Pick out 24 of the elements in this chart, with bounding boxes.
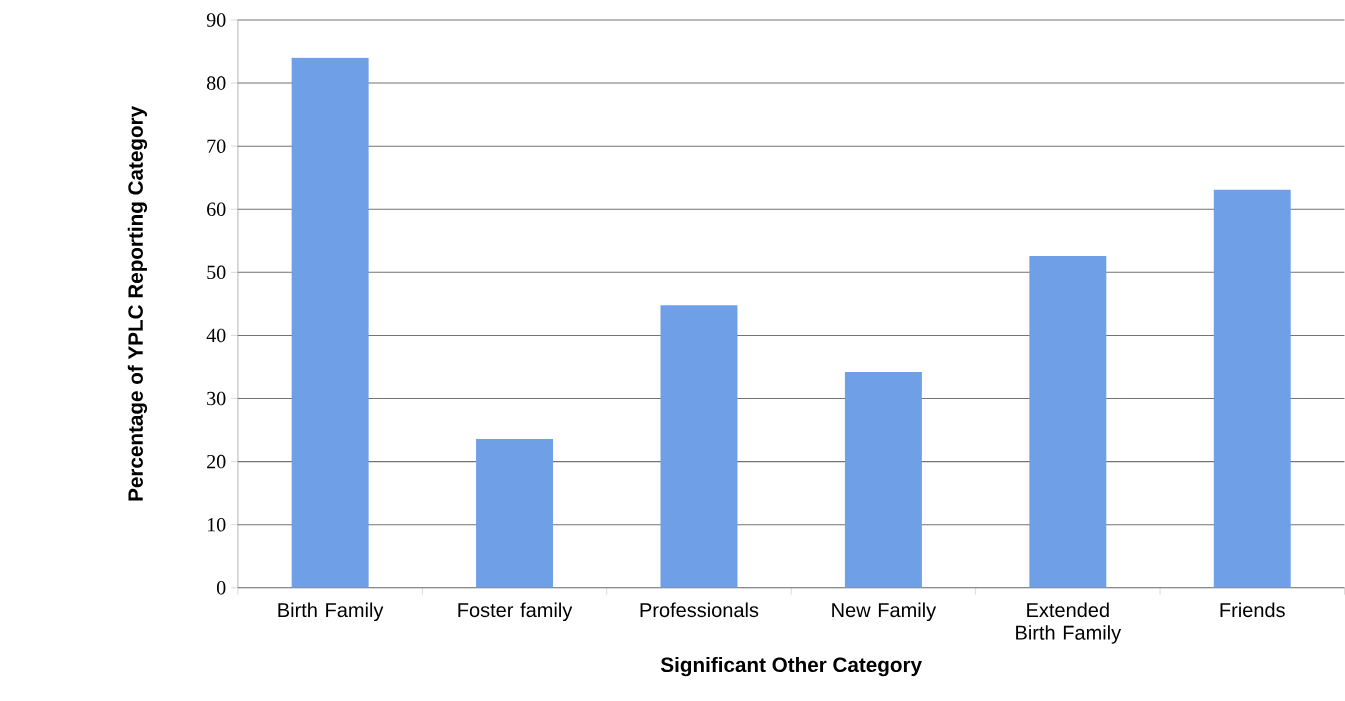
x-axis-title: Significant Other Category <box>660 657 922 677</box>
x-tick-label: New Family <box>832 602 937 622</box>
x-tick-label: Extended Birth Family <box>1016 602 1122 644</box>
y-tick-label: 80 <box>206 76 226 90</box>
bar <box>844 372 922 588</box>
x-tick-label: Foster family <box>458 602 573 622</box>
bar <box>1213 189 1291 588</box>
x-tick-label: Birth Family <box>278 602 384 622</box>
y-axis-title: Percentage of YPLC Reporting Category <box>127 106 148 501</box>
y-tick-label: 20 <box>207 454 226 469</box>
y-tick-label: 60 <box>207 202 226 217</box>
bar <box>660 305 738 588</box>
y-tick-label: 30 <box>207 391 226 406</box>
y-tick-label: 70 <box>207 139 226 154</box>
y-tick-label: 90 <box>206 13 226 27</box>
y-tick-label: 0 <box>216 581 226 595</box>
bar <box>1029 256 1107 588</box>
y-tick-label: 50 <box>207 265 226 280</box>
bar <box>476 439 554 588</box>
y-tick-label: 10 <box>207 518 226 532</box>
y-tick-label: 40 <box>206 328 226 343</box>
x-tick-label: Friends <box>1220 602 1285 618</box>
x-tick-label: Professionals <box>640 602 759 618</box>
bar <box>291 57 369 588</box>
